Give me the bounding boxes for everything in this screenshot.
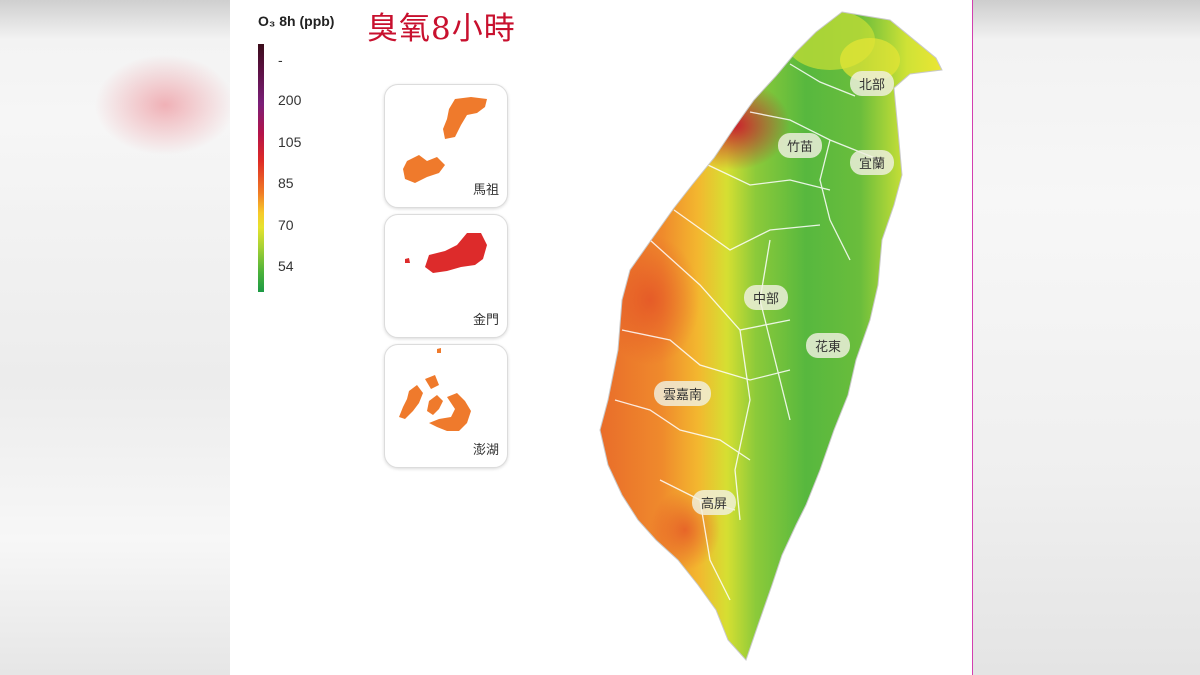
inset-label-kinmen: 金門 <box>472 313 499 328</box>
penghu-islands-shape <box>399 348 471 431</box>
region-label-gaoping: 高屏 <box>692 490 737 515</box>
ozone-map-panel: O₃ 8h (ppb) - 200 105 85 70 54 臭氧8小時 馬祖 … <box>230 0 972 675</box>
region-label-zhumiao: 竹苗 <box>778 133 823 158</box>
legend-color-scale <box>258 44 264 292</box>
inset-matsu: 馬祖 <box>384 84 508 208</box>
legend-tick-200: 200 <box>278 92 302 108</box>
background-right <box>973 0 1200 675</box>
map-title: 臭氧8小時 <box>367 11 516 47</box>
legend-tick-105: 105 <box>278 134 302 150</box>
legend-tick-85: 85 <box>278 175 294 191</box>
region-label-huadong: 花東 <box>806 333 851 358</box>
legend-title: O₃ 8h (ppb) <box>258 13 335 29</box>
taiwan-main-island-map <box>599 11 943 661</box>
inset-label-matsu: 馬祖 <box>472 183 499 198</box>
background-left <box>0 0 230 675</box>
legend-tick-54: 54 <box>278 258 294 274</box>
inset-label-penghu: 澎湖 <box>472 443 499 458</box>
panel-border <box>972 0 973 675</box>
inset-penghu: 澎湖 <box>384 344 508 468</box>
region-label-yilan: 宜蘭 <box>850 150 895 175</box>
region-label-yunjianan: 雲嘉南 <box>654 381 712 406</box>
matsu-islands-shape <box>403 97 487 183</box>
legend-tick-70: 70 <box>278 217 294 233</box>
region-label-central: 中部 <box>744 285 789 310</box>
kinmen-islands-shape <box>405 233 487 273</box>
inset-kinmen: 金門 <box>384 214 508 338</box>
region-label-north: 北部 <box>850 71 895 96</box>
legend-tick-max: - <box>278 52 283 68</box>
